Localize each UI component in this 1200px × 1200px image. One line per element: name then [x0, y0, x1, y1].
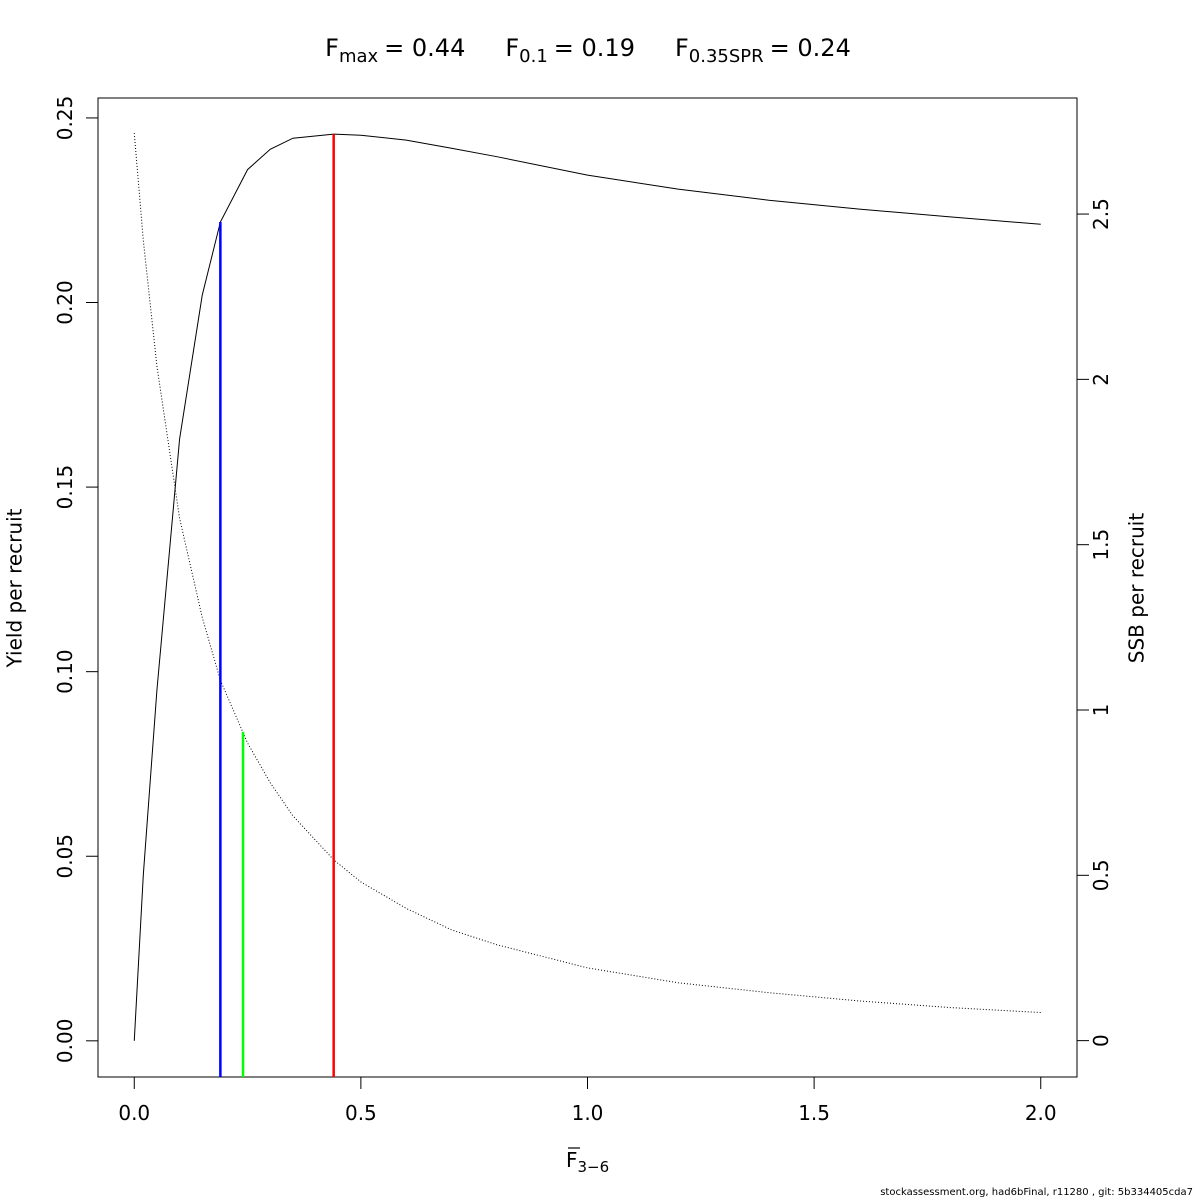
series-line [133, 133, 1041, 1014]
y-tick-label: 0.10 [53, 649, 77, 694]
x-tick-label: 1.5 [798, 1101, 830, 1125]
y2-tick-label: 1.5 [1089, 529, 1113, 561]
plot-frame [97, 97, 1078, 1078]
x-axis-label: F3−6 [566, 1148, 609, 1176]
title-eq: = 0.44 [384, 34, 465, 62]
x-tick-label: 2.0 [1025, 1101, 1057, 1125]
y-axis-label: Yield per recruit [3, 508, 27, 668]
x-label-symbol: F [566, 1148, 578, 1172]
chart-title: Fmax = 0.44 F0.1 = 0.19 F0.35SPR = 0.24 [325, 34, 851, 67]
series-line [133, 133, 1041, 1041]
y-tick-label: 0.15 [53, 465, 77, 510]
x-tick-label: 0.0 [118, 1101, 150, 1125]
title-sub: 0.35SPR [689, 46, 764, 67]
y2-tick-label: 0 [1089, 1034, 1113, 1047]
y-tick-label: 0.00 [53, 1019, 77, 1064]
y2-tick-label: 0.5 [1089, 859, 1113, 891]
title-symbol: F [325, 34, 339, 62]
title-eq: = 0.19 [554, 34, 635, 62]
y-tick-label: 0.05 [53, 834, 77, 879]
x-label-sub: 3−6 [578, 1158, 610, 1176]
y2-tick-label: 1 [1089, 704, 1113, 717]
y2-tick-label: 2.5 [1089, 198, 1113, 230]
x-tick-label: 0.5 [345, 1101, 377, 1125]
title-symbol: F [675, 34, 689, 62]
y-tick-label: 0.20 [53, 280, 77, 325]
footer: stockassessment.org, had6bFinal, r11280 … [880, 1187, 1193, 1198]
y2-tick-label: 2 [1089, 373, 1113, 386]
title-eq: = 0.24 [770, 34, 851, 62]
title-sub: 0.1 [519, 46, 548, 67]
x-tick-label: 1.0 [572, 1101, 604, 1125]
title-symbol: F [505, 34, 519, 62]
title-sub: max [339, 46, 379, 67]
y2-axis-label: SSB per recruit [1125, 513, 1149, 664]
y-tick-label: 0.25 [53, 96, 77, 141]
